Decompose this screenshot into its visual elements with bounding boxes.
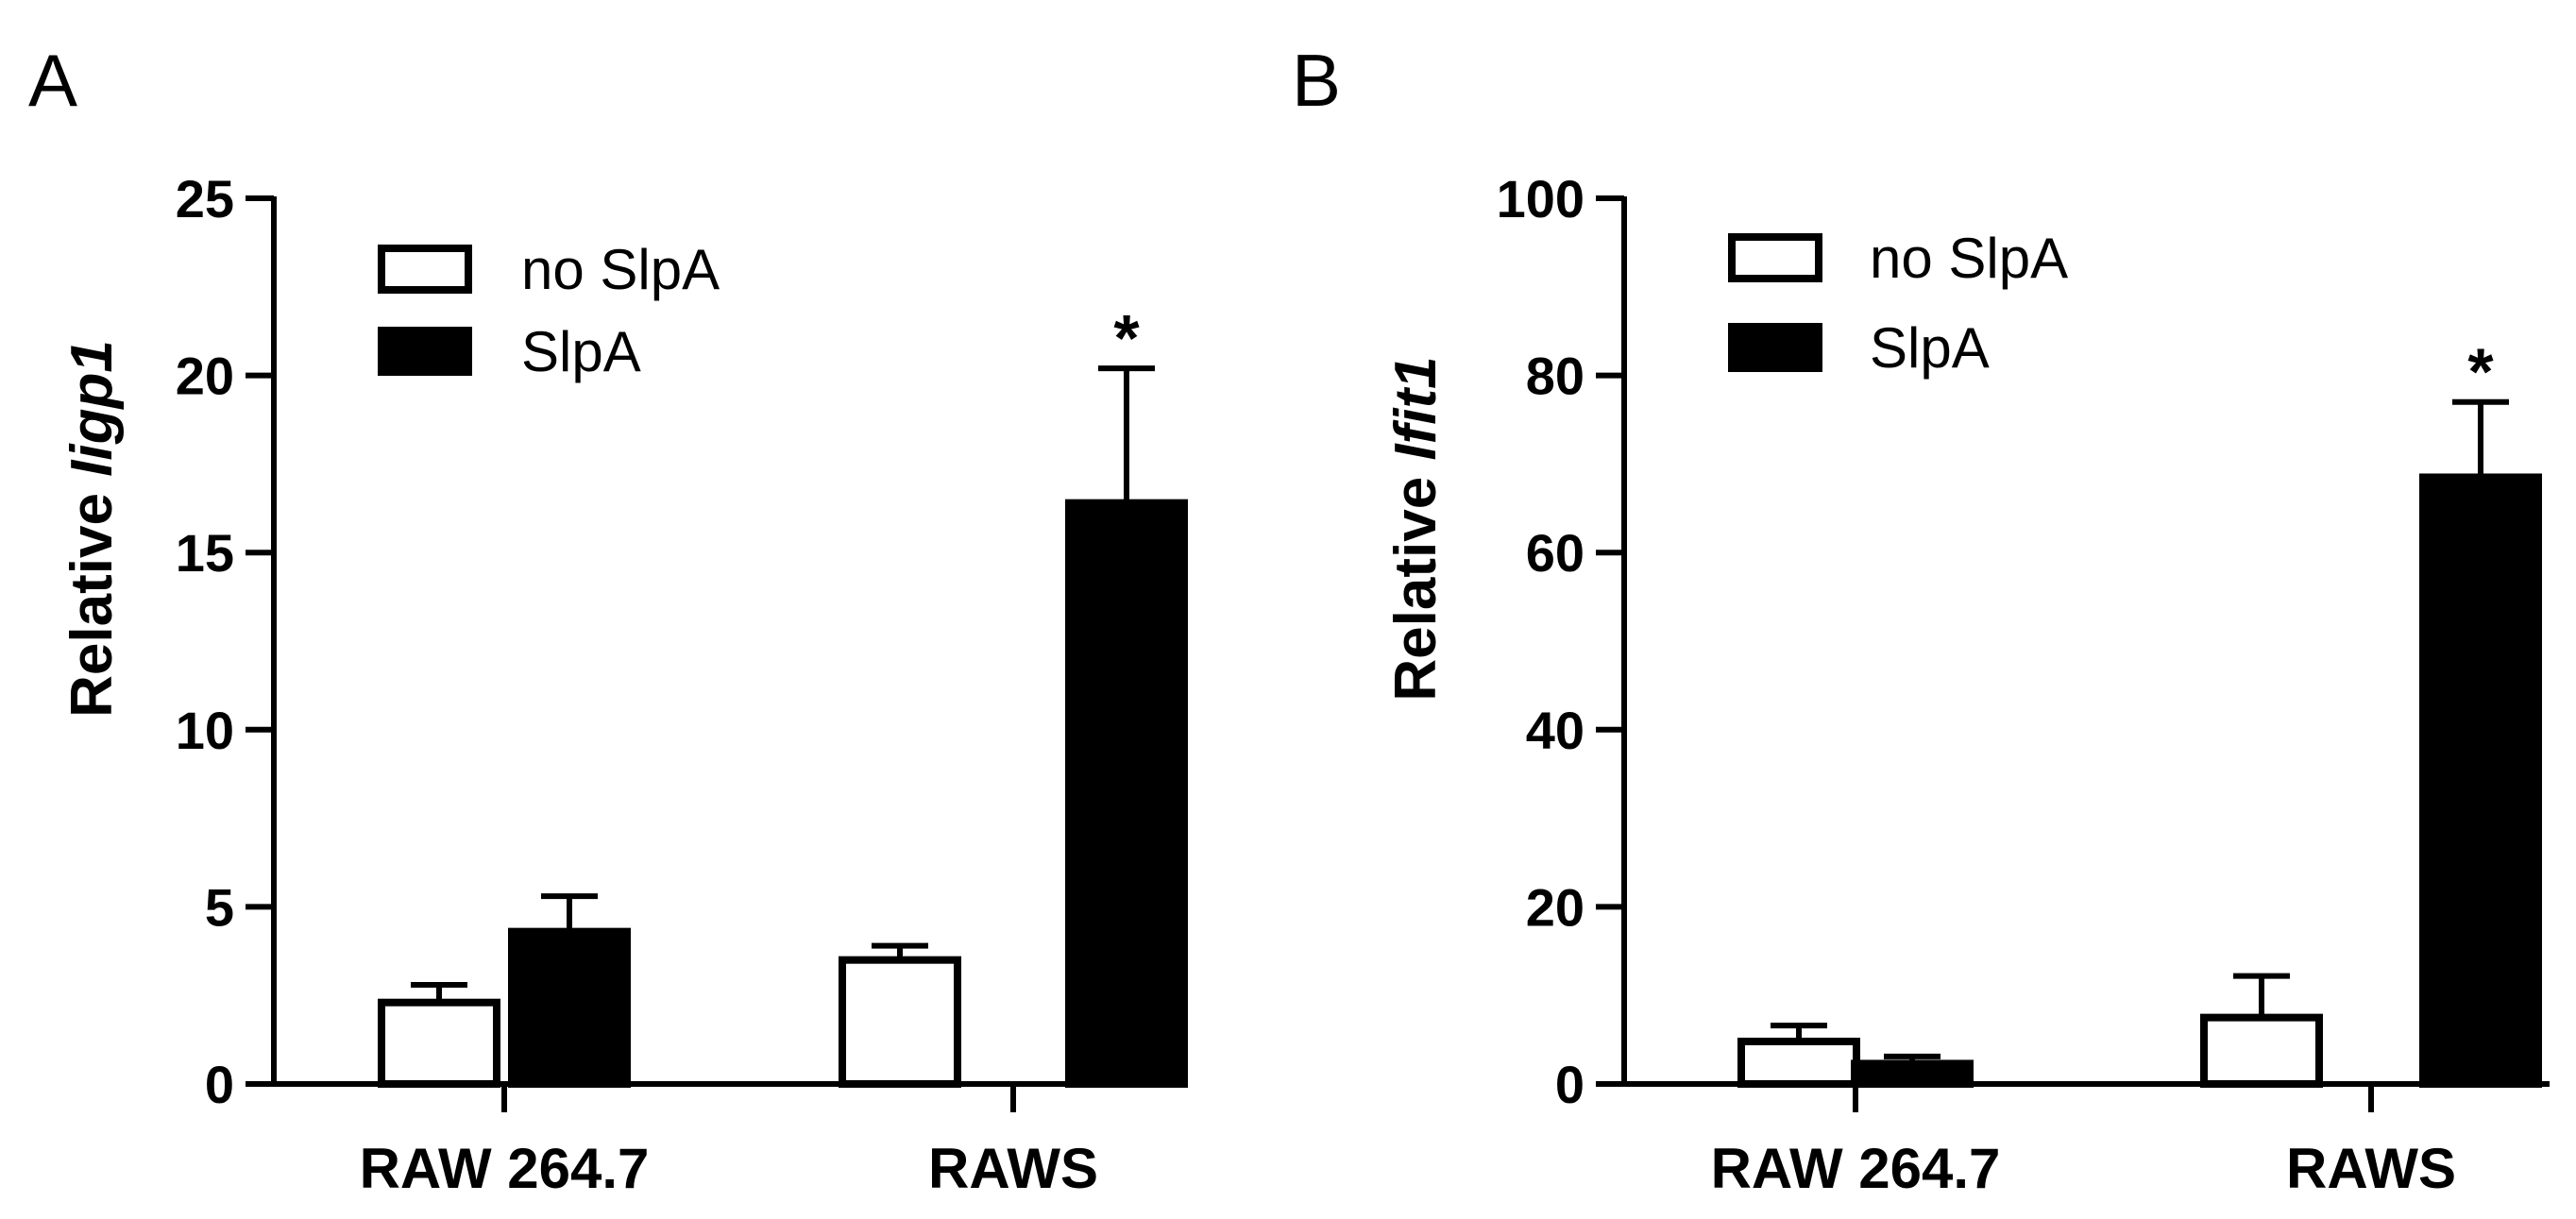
y-axis-label-a: Relative Iigp1	[59, 340, 125, 718]
y-axis-label-gene-a: Iigp1	[59, 340, 125, 477]
legend-label-no-slpa: no SlpA	[1870, 227, 2068, 290]
y-tick-label-b: 20	[1526, 877, 1585, 937]
y-tick-label-a: 25	[176, 169, 234, 229]
plot-area-a: 0 5 10 15 20 25 RAW 264.7 RAWS * no SlpA SlpA	[176, 169, 1188, 1200]
bar-a-slpa-1	[1065, 499, 1188, 1088]
y-tick-label-a: 5	[205, 877, 234, 937]
bar-a-no-slpa-1	[839, 956, 961, 1088]
significance-star-a: *	[1113, 301, 1140, 375]
bar-b-no-slpa-1	[2200, 1013, 2323, 1089]
bar-a-slpa-0	[508, 927, 631, 1088]
panel-letter-b: B	[1292, 39, 1341, 122]
y-axis-label-prefix-a: Relative	[59, 477, 125, 718]
y-tick-label-b: 80	[1526, 347, 1585, 406]
category-label-b: RAW 264.7	[1711, 1137, 2001, 1200]
y-tick-label-b: 100	[1497, 169, 1585, 229]
panel-b: B Relative Ifit1 0 20 40 60 80 100 RAW 264.7 RA…	[1292, 39, 2550, 1200]
y-tick-label-a: 10	[176, 701, 234, 760]
y-tick-label-b: 0	[1555, 1055, 1585, 1114]
legend-label-slpa: SlpA	[1870, 316, 1990, 380]
y-tick-label-b: 40	[1526, 701, 1585, 760]
legend-label-slpa: SlpA	[521, 320, 641, 383]
y-tick-label-a: 0	[205, 1055, 234, 1114]
panel-a: A Relative Iigp1 0 5 10 15 20 25 RAW 264.7 RAWS…	[28, 39, 1188, 1200]
significance-star-b: *	[2467, 335, 2494, 409]
legend-swatch-slpa	[378, 327, 472, 376]
y-tick-label-a: 15	[176, 523, 234, 583]
plot-area-b: 0 20 40 60 80 100 RAW 264.7 RAWS * no SlpA SlpA	[1497, 169, 2550, 1200]
legend-swatch-no-slpa	[378, 245, 472, 294]
category-label-b: RAWS	[2286, 1137, 2456, 1200]
y-axis-label-prefix-b: Relative	[1383, 461, 1449, 702]
bar-b-slpa-0	[1851, 1059, 1974, 1089]
category-label-a: RAWS	[928, 1137, 1098, 1200]
y-axis-label-gene-b: Ifit1	[1383, 356, 1449, 460]
y-tick-label-a: 20	[176, 347, 234, 406]
bar-b-no-slpa-0	[1737, 1037, 1860, 1088]
legend-swatch-no-slpa	[1728, 233, 1822, 282]
y-axis-label-b: Relative Ifit1	[1383, 356, 1449, 701]
panel-letter-a: A	[28, 39, 77, 122]
legend-label-no-slpa: no SlpA	[521, 238, 720, 301]
bar-a-no-slpa-0	[378, 998, 500, 1088]
category-label-a: RAW 264.7	[360, 1137, 650, 1200]
bar-b-slpa-1	[2419, 473, 2542, 1089]
legend-swatch-slpa	[1728, 323, 1822, 372]
y-tick-label-b: 60	[1526, 523, 1585, 583]
legend-b: no SlpA SlpA	[1728, 227, 2068, 380]
legend-a: no SlpA SlpA	[378, 238, 720, 383]
